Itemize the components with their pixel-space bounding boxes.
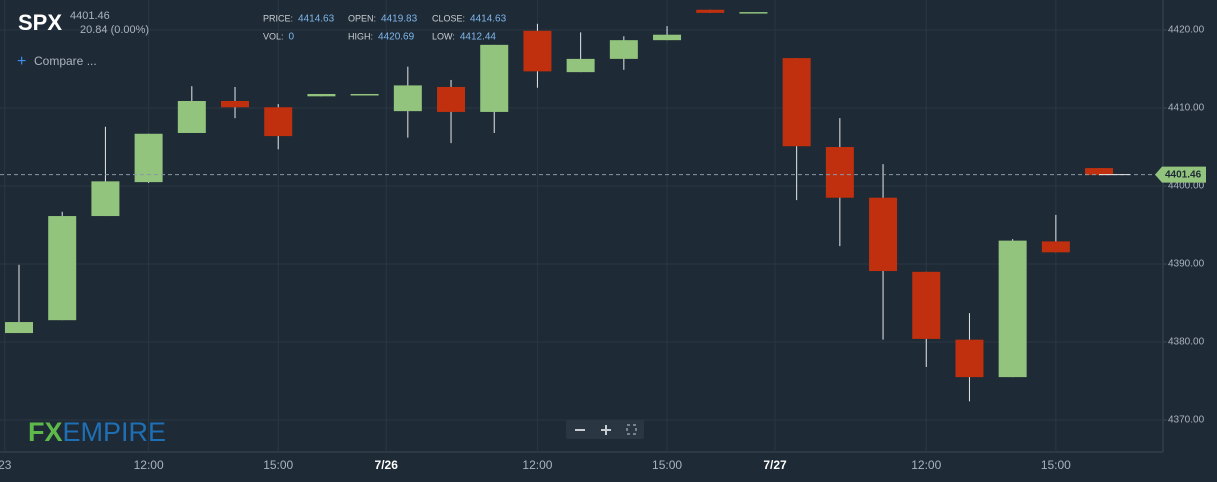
- zoom-reset[interactable]: [626, 424, 637, 435]
- candle-body: [393, 85, 422, 112]
- candle-body: [5, 322, 34, 334]
- x-tick-label: 23: [0, 458, 12, 472]
- compare-icon[interactable]: +: [17, 53, 26, 70]
- ohlc-value: 4414.63: [470, 14, 507, 25]
- x-tick-label: 12:00: [134, 458, 164, 472]
- candle-body: [696, 9, 725, 13]
- zoom-controls: [566, 420, 644, 439]
- candle-body: [264, 107, 293, 137]
- candle-body: [739, 12, 768, 14]
- y-tick-label: 4400.00: [1168, 181, 1205, 192]
- candle-body: [566, 58, 595, 73]
- candle-body: [523, 30, 552, 72]
- ohlc-label: OPEN:: [348, 13, 376, 23]
- candle-body: [307, 93, 336, 97]
- ohlc-label: PRICE:: [263, 13, 293, 23]
- ohlc-value: 4414.63: [298, 14, 335, 25]
- candle-body: [912, 271, 941, 339]
- header-change: 20.84 (0.00%): [80, 24, 149, 36]
- candle-body: [955, 339, 984, 378]
- candle-body: [782, 58, 811, 147]
- candle-body: [998, 240, 1027, 378]
- x-tick-label: 15:00: [1041, 458, 1071, 472]
- ohlc-value: 4419.83: [381, 14, 418, 25]
- y-tick-label: 4390.00: [1168, 259, 1205, 270]
- price-tag: [1155, 166, 1206, 183]
- ohlc-label: VOL:: [263, 31, 284, 41]
- candles: [0, 9, 1163, 402]
- candle-body: [221, 101, 250, 108]
- candle-body: [437, 86, 466, 112]
- candle-body: [480, 44, 509, 112]
- x-tick-label: 15:00: [652, 458, 682, 472]
- ohlc-value: 4412.44: [460, 32, 497, 43]
- grid: [0, 0, 1163, 452]
- ohlc-label: LOW:: [432, 31, 455, 41]
- ohlc-legend: PRICE: 4414.63 OPEN: 4419.83 CLOSE: 4414.63 VO…: [263, 13, 507, 42]
- y-tick-label: 4410.00: [1168, 103, 1205, 114]
- header-price: 4401.46: [70, 10, 110, 22]
- candle-body: [91, 181, 120, 217]
- x-tick-label: 12:00: [911, 458, 941, 472]
- candle-body: [1041, 241, 1070, 253]
- candle-body: [825, 147, 854, 198]
- x-tick-label: 15:00: [263, 458, 293, 472]
- candle-body: [653, 34, 682, 41]
- symbol: SPX: [18, 10, 62, 35]
- x-tick-label: 12:00: [522, 458, 552, 472]
- logo: FXEMPIRE: [28, 417, 166, 447]
- logo-empire: EMPIRE: [63, 417, 167, 447]
- candle-body: [869, 197, 898, 272]
- ohlc-value: 0: [289, 32, 295, 43]
- price-tag-label: 4401.46: [1165, 169, 1202, 180]
- ohlc-label: CLOSE:: [432, 13, 465, 23]
- axis-labels: 4370.00 4380.00 4390.00 4400.00 4410.00 4420.…: [0, 25, 1206, 472]
- candle-body: [177, 101, 206, 133]
- y-tick-label: 4370.00: [1168, 415, 1205, 426]
- ohlc-value: 4420.69: [378, 32, 415, 43]
- x-tick-label: 7/26: [375, 458, 399, 472]
- logo-fx: FX: [28, 417, 63, 447]
- y-tick-label: 4380.00: [1168, 337, 1205, 348]
- y-tick-label: 4420.00: [1168, 25, 1205, 36]
- candle-body: [609, 40, 638, 59]
- candle-body: [134, 133, 163, 183]
- compare-button[interactable]: Compare ...: [34, 54, 97, 68]
- candle-body: [350, 93, 379, 96]
- x-tick-label: 7/27: [763, 458, 787, 472]
- candle-body: [1085, 168, 1114, 176]
- ohlc-label: HIGH:: [348, 31, 373, 41]
- candle-body: [48, 216, 77, 321]
